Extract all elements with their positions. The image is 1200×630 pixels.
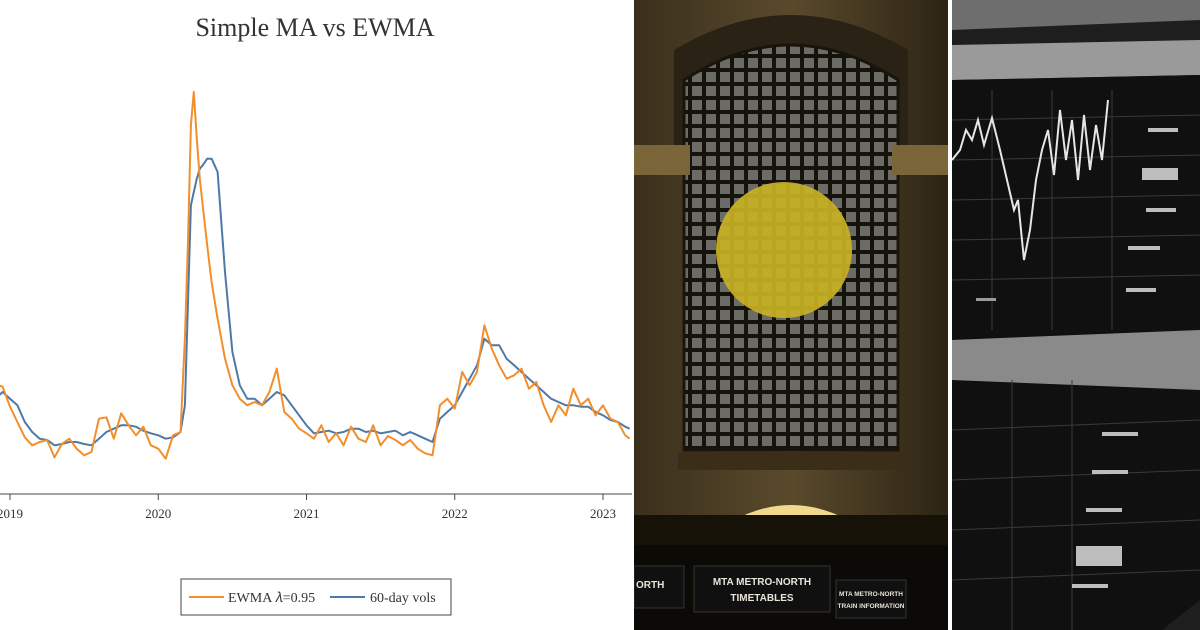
sign-right (835, 579, 907, 619)
line-chart: Simple MA vs EWMA 2019 2020 2021 2022 2023 E… (0, 13, 632, 616)
series-line-ewma (0, 91, 631, 460)
sign-center-line1: MTA METRO-NORTH (713, 577, 811, 588)
sign-left-text: ORTH (636, 580, 664, 591)
legend-box (180, 578, 452, 616)
x-tick-label-2023: 2023 (590, 506, 616, 521)
chart-panel: Simple MA vs EWMA 2019 2020 2021 2022 2023 E… (0, 13, 632, 616)
x-tick-label-2020: 2020 (145, 506, 171, 521)
x-tick-label-2021: 2021 (294, 506, 320, 521)
sign-center (693, 565, 831, 613)
series-layer (0, 91, 631, 460)
yellow-clock-disc (716, 182, 852, 318)
sign-right-line2: TRAIN INFORMATION (837, 603, 904, 610)
legend-label-60-day: 60-day vols (370, 591, 436, 606)
series-line-60-day-vols (0, 157, 631, 447)
chart-title: Simple MA vs EWMA (195, 13, 434, 42)
stock-monitor-photo (952, 0, 1200, 630)
monitor-illustration (952, 0, 1200, 630)
monitor-price-line (952, 99, 1109, 261)
legend: EWMA 𝜆=0.95 60-day vols (180, 578, 452, 616)
sign-left (634, 565, 685, 609)
x-tick-label-2019: 2019 (0, 506, 23, 521)
sign-center-line2: TIMETABLES (730, 593, 793, 604)
x-axis-ticks: 2019 2020 2021 2022 2023 (0, 494, 616, 521)
legend-label-ewma: EWMA 𝜆=0.95 (228, 591, 315, 606)
grand-central-photo: ORTH MTA METRO-NORTH TIMETABLES MTA METR… (634, 0, 948, 630)
station-illustration: ORTH MTA METRO-NORTH TIMETABLES MTA METR… (634, 0, 948, 630)
x-tick-label-2022: 2022 (442, 506, 468, 521)
sign-right-line1: MTA METRO-NORTH (839, 591, 903, 598)
